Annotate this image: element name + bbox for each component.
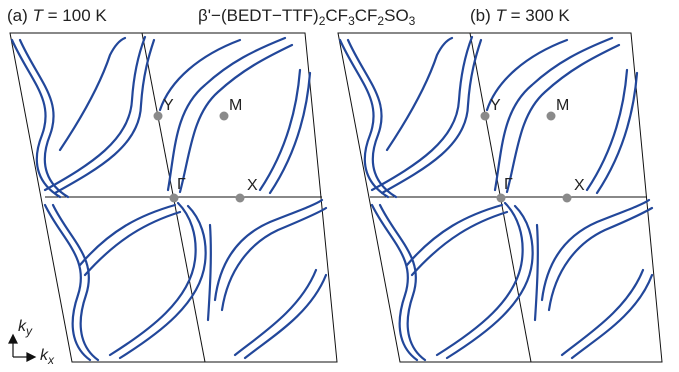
fs-pocket-a-ll-4 xyxy=(118,204,207,360)
fs-pocket-a-lr-1 xyxy=(213,198,324,302)
symmetry-points-a xyxy=(153,111,245,203)
fs-pocket-b-ul-3 xyxy=(385,36,454,152)
k-axes-arrows xyxy=(8,333,37,362)
fs-sheet-b-3 xyxy=(370,203,419,362)
point-M-a xyxy=(219,111,229,121)
fs-sheet-b-2 xyxy=(346,38,398,199)
fs-pocket-a-ul-2 xyxy=(53,38,156,195)
fs-pocket-b-lr-1 xyxy=(540,198,651,302)
fs-pocket-b-lr-5 xyxy=(533,223,539,322)
label-X-b: X xyxy=(574,177,585,194)
kx-label: kx xyxy=(40,347,54,367)
point-Gamma-b xyxy=(496,193,506,203)
fs-pocket-a-ur-2 xyxy=(178,43,294,194)
fs-pocket-b-ur-3 xyxy=(485,38,569,112)
fs-sheet-b-1 xyxy=(338,38,390,199)
fs-pocket-b-ur-4 xyxy=(585,68,629,192)
fs-pocket-a-lr-2 xyxy=(220,206,328,312)
point-X-b xyxy=(562,193,572,203)
label-Gamma-b: Γ xyxy=(504,176,513,193)
fs-pocket-b-ll-1 xyxy=(405,203,504,267)
point-Gamma-a xyxy=(169,193,179,203)
fs-pocket-a-ur-4 xyxy=(258,68,302,192)
fs-pocket-b-ll-2 xyxy=(410,210,509,277)
label-X-a: X xyxy=(247,177,258,194)
fs-pocket-b-lr-4 xyxy=(570,273,654,360)
panel-a-label: (a) T = 100 K xyxy=(7,6,107,25)
fermi-surface-curves-a xyxy=(10,35,328,362)
fs-pocket-b-lr-3 xyxy=(560,268,645,357)
ky-label: ky xyxy=(18,318,32,338)
fs-sheet-a-2 xyxy=(18,38,70,199)
fs-pocket-b-ul-2 xyxy=(380,38,483,195)
point-Y-b xyxy=(480,111,490,121)
fermi-surface-curves-b xyxy=(338,35,654,362)
fs-pocket-b-ur-1 xyxy=(493,36,614,192)
panel-b-label: (b) T = 300 K xyxy=(470,6,570,25)
fs-pocket-a-ll-2 xyxy=(83,210,182,277)
fs-pocket-a-ur-3 xyxy=(158,38,242,112)
fs-pocket-a-ll-3 xyxy=(108,201,197,357)
fs-pocket-b-ur-5 xyxy=(595,71,639,195)
fs-pocket-b-ll-4 xyxy=(445,204,534,360)
zone-outline-b xyxy=(337,32,663,363)
fs-sheet-a-1 xyxy=(10,38,62,199)
zone-outline-a xyxy=(9,32,338,363)
point-Y-a xyxy=(153,111,163,121)
fs-pocket-a-lr-5 xyxy=(206,223,212,322)
fs-pocket-b-ll-3 xyxy=(435,201,524,357)
fs-pocket-a-lr-4 xyxy=(243,273,328,360)
fs-pocket-a-ul-1 xyxy=(43,35,147,192)
point-X-a xyxy=(235,193,245,203)
fs-pocket-a-ur-1 xyxy=(166,36,287,192)
fs-pocket-a-lr-3 xyxy=(233,268,318,357)
fs-pocket-b-ul-1 xyxy=(370,35,474,192)
label-Gamma-a: Γ xyxy=(177,176,186,193)
label-M-b: M xyxy=(556,97,570,114)
point-M-b xyxy=(546,111,556,121)
label-Y-a: Y xyxy=(163,97,174,114)
symmetry-points-b xyxy=(480,111,572,203)
fs-sheet-b-4 xyxy=(378,203,427,362)
fs-pocket-a-ul-3 xyxy=(58,36,127,152)
panel-b xyxy=(337,32,663,363)
fs-pocket-a-ur-5 xyxy=(268,71,312,195)
ky-arrowhead xyxy=(8,333,18,344)
fs-pocket-b-lr-2 xyxy=(547,206,654,312)
fs-pocket-a-ll-1 xyxy=(78,203,177,267)
label-M-a: M xyxy=(229,97,243,114)
figure-title: β'−(BEDT−TTF)2CF3CF2SO3 xyxy=(198,6,416,28)
fs-sheet-a-4 xyxy=(51,203,100,362)
panel-a xyxy=(9,32,338,363)
kx-arrowhead xyxy=(26,352,37,362)
label-Y-b: Y xyxy=(490,97,501,114)
fs-pocket-b-ur-2 xyxy=(505,43,621,194)
fs-sheet-a-3 xyxy=(43,203,92,362)
